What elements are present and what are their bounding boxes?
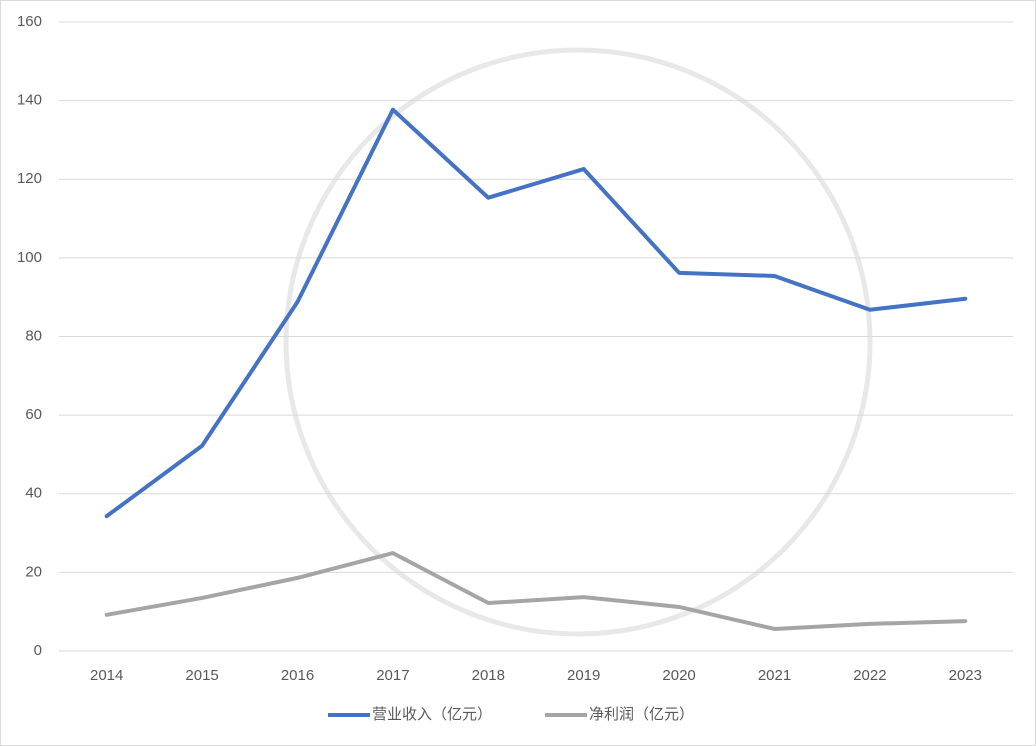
x-tick-label: 2015 bbox=[185, 667, 218, 684]
x-tick-label: 2022 bbox=[853, 667, 886, 684]
data-line bbox=[104, 551, 968, 631]
x-tick-label: 2020 bbox=[662, 667, 695, 684]
y-tick-label: 80 bbox=[25, 327, 42, 344]
y-tick-label: 140 bbox=[17, 92, 42, 109]
legend-label: 净利润（亿元） bbox=[589, 706, 694, 723]
y-tick-label: 100 bbox=[17, 249, 42, 266]
data-line bbox=[104, 107, 968, 519]
x-tick-label: 2023 bbox=[949, 667, 982, 684]
watermark bbox=[283, 47, 873, 637]
y-tick-label: 40 bbox=[25, 485, 42, 502]
x-tick-label: 2021 bbox=[758, 667, 791, 684]
legend-label: 营业收入（亿元） bbox=[372, 706, 492, 723]
x-tick-label: 2019 bbox=[567, 667, 600, 684]
x-tick-label: 2014 bbox=[90, 667, 123, 684]
y-tick-label: 0 bbox=[34, 642, 42, 659]
y-tick-label: 20 bbox=[25, 563, 42, 580]
y-tick-label: 60 bbox=[25, 406, 42, 423]
x-tick-label: 2017 bbox=[376, 667, 409, 684]
x-tick-label: 2016 bbox=[281, 667, 314, 684]
y-tick-label: 160 bbox=[17, 13, 42, 30]
x-tick-label: 2018 bbox=[472, 667, 505, 684]
y-tick-label: 120 bbox=[17, 170, 42, 187]
